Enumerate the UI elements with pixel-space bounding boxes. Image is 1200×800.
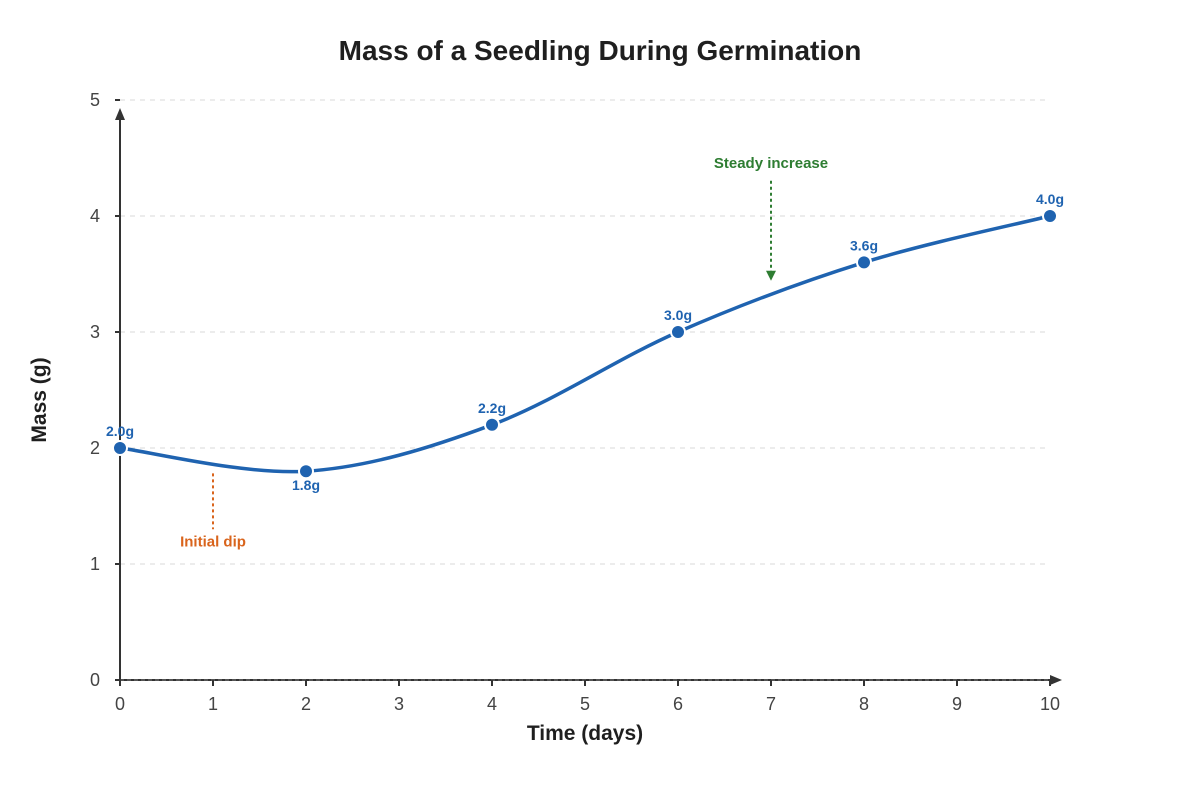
data-label: 2.2g — [478, 400, 506, 416]
data-point — [298, 463, 314, 480]
x-tick-label: 3 — [394, 694, 404, 714]
x-tick-label: 4 — [487, 694, 497, 714]
annotations: Initial dip Steady increase — [180, 155, 828, 550]
tick-marks: 0 1 2 3 4 5 0 1 2 3 4 5 6 7 8 9 10 — [90, 90, 1060, 714]
x-axis-arrowhead — [1050, 675, 1062, 685]
x-tick-label: 2 — [301, 694, 311, 714]
data-label: 2.0g — [106, 423, 134, 439]
y-tick-label: 1 — [90, 554, 100, 574]
y-axis-arrowhead — [115, 108, 125, 120]
series-line — [118, 214, 1052, 474]
data-labels: 2.0g 1.8g 2.2g 3.0g 3.6g 4.0g — [106, 191, 1064, 493]
x-tick-label: 8 — [859, 694, 869, 714]
data-point — [484, 416, 500, 433]
data-point — [1042, 208, 1058, 224]
x-tick-label: 6 — [673, 694, 683, 714]
data-point — [856, 254, 872, 271]
x-tick-label: 0 — [115, 694, 125, 714]
annotation-steady-increase: Steady increase — [714, 155, 828, 172]
data-label: 4.0g — [1036, 191, 1064, 207]
data-label: 3.6g — [850, 237, 878, 253]
annotation-arrowhead-steady-increase — [766, 270, 776, 281]
data-point — [112, 440, 128, 456]
y-tick-label: 3 — [90, 322, 100, 342]
data-point — [670, 324, 686, 340]
grid-lines — [120, 99, 1050, 565]
x-axis-title: Time (days) — [527, 722, 643, 745]
x-tick-label: 7 — [766, 694, 776, 714]
data-label: 3.0g — [664, 307, 692, 323]
y-tick-label: 4 — [90, 206, 100, 226]
y-tick-label: 0 — [90, 670, 100, 690]
y-tick-label: 2 — [90, 438, 100, 458]
y-tick-label: 5 — [90, 90, 100, 110]
x-tick-label: 10 — [1040, 694, 1060, 714]
x-tick-label: 9 — [952, 694, 962, 714]
chart-title: Mass of a Seedling During Germination — [339, 35, 862, 66]
data-label: 1.8g — [292, 477, 320, 493]
y-axis-title: Mass (g) — [28, 357, 51, 442]
x-tick-label: 1 — [208, 694, 218, 714]
axes — [115, 108, 1062, 685]
data-series — [112, 208, 1058, 480]
annotation-initial-dip: Initial dip — [180, 533, 246, 550]
x-tick-label: 5 — [580, 694, 590, 714]
